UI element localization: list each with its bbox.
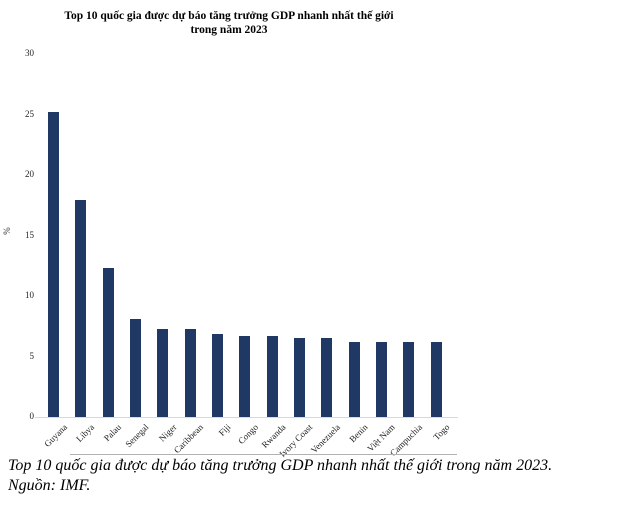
x-axis-line: [35, 417, 458, 418]
bar-slot: [341, 54, 368, 417]
caption-divider-line: [70, 454, 457, 455]
bar-slot: [40, 54, 67, 417]
bar-slot: [313, 54, 340, 417]
bar-slot: [231, 54, 258, 417]
bar: [266, 335, 278, 417]
x-tick-label: Venezuela: [308, 422, 343, 456]
bar: [184, 328, 196, 417]
bar-slot: [368, 54, 395, 417]
x-tick-label: Senegal: [123, 422, 151, 450]
x-tick-label: Benin: [347, 422, 370, 445]
bar-slot: [286, 54, 313, 417]
bar: [321, 338, 333, 417]
bar: [75, 200, 87, 417]
bar-slot: [149, 54, 176, 417]
bar: [239, 335, 251, 417]
x-tick-label: Congo: [236, 422, 261, 447]
y-tick-label: 30: [25, 48, 34, 58]
bar: [212, 333, 224, 417]
figure-caption-text: Top 10 quốc gia được dự báo tăng trưởng …: [8, 457, 553, 474]
plot-area: [40, 54, 450, 417]
y-tick-label: 10: [25, 290, 34, 300]
bar: [376, 341, 388, 417]
bar: [102, 268, 114, 417]
bar-slot: [395, 54, 422, 417]
bar: [294, 338, 306, 417]
chart-title-line1: Top 10 quốc gia được dự báo tăng trưởng …: [64, 10, 394, 22]
bar: [348, 341, 360, 417]
bar-slot: [259, 54, 286, 417]
x-tick-label: Libya: [74, 422, 97, 444]
x-tick-label: Guyana: [41, 422, 69, 449]
y-tick-label: 0: [29, 411, 35, 421]
y-tick-label: 5: [29, 350, 35, 361]
x-tick-label: Palau: [102, 422, 124, 444]
bar-slot: [122, 54, 149, 417]
bar: [430, 341, 442, 417]
bar: [130, 319, 142, 417]
x-tick-label: Fiji: [216, 422, 233, 438]
bar-slot: [95, 54, 122, 417]
bar: [403, 341, 415, 417]
figure-caption: Top 10 quốc gia được dự báo tăng trưởng …: [8, 456, 628, 496]
y-tick-label: 20: [25, 169, 34, 179]
bar: [157, 328, 169, 417]
chart-title-line2: trong năm 2023: [190, 24, 268, 36]
bar-slot: [67, 54, 94, 417]
figure-caption-source: Nguồn: IMF.: [8, 477, 91, 494]
x-tick-label: Togo: [431, 422, 452, 443]
chart-title: Top 10 quốc gia được dự báo tăng trưởng …: [0, 9, 458, 37]
x-tick-label: Niger: [156, 422, 179, 444]
bar-slot: [204, 54, 231, 417]
y-tick-label: 15: [25, 229, 34, 240]
bar-slot: [423, 54, 450, 417]
y-tick-label: 25: [25, 108, 34, 119]
bar: [48, 112, 60, 417]
bar-slot: [177, 54, 204, 417]
